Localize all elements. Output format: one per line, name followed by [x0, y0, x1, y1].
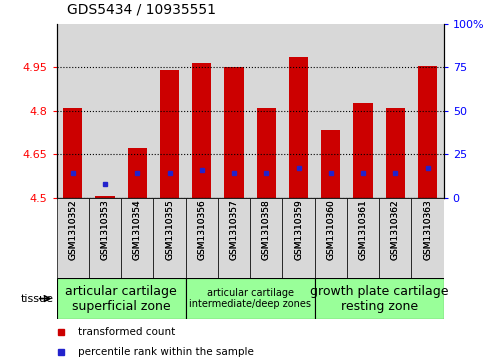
- Bar: [192, 63, 211, 198]
- Bar: [257, 108, 276, 198]
- Text: GSM1310358: GSM1310358: [262, 199, 271, 260]
- FancyBboxPatch shape: [379, 198, 412, 278]
- Bar: [224, 67, 244, 198]
- Text: GDS5434 / 10935551: GDS5434 / 10935551: [67, 2, 215, 16]
- Text: GSM1310357: GSM1310357: [230, 199, 239, 260]
- Text: transformed count: transformed count: [78, 327, 175, 337]
- Text: GSM1310352: GSM1310352: [69, 199, 77, 260]
- Bar: [282, 24, 315, 198]
- Bar: [153, 24, 186, 198]
- Bar: [57, 24, 89, 198]
- Text: GSM1310361: GSM1310361: [358, 199, 368, 260]
- Text: GSM1310358: GSM1310358: [262, 199, 271, 260]
- Bar: [160, 70, 179, 198]
- FancyBboxPatch shape: [315, 278, 444, 319]
- Bar: [63, 108, 82, 198]
- FancyBboxPatch shape: [250, 198, 282, 278]
- Bar: [186, 24, 218, 198]
- Text: GSM1310352: GSM1310352: [69, 199, 77, 260]
- Bar: [386, 108, 405, 198]
- Bar: [250, 24, 282, 198]
- FancyBboxPatch shape: [412, 198, 444, 278]
- Bar: [379, 24, 412, 198]
- Text: articular cartilage
intermediate/deep zones: articular cartilage intermediate/deep zo…: [189, 288, 311, 309]
- Bar: [218, 24, 250, 198]
- FancyBboxPatch shape: [282, 198, 315, 278]
- Text: GSM1310360: GSM1310360: [326, 199, 335, 260]
- Text: GSM1310357: GSM1310357: [230, 199, 239, 260]
- Text: GSM1310361: GSM1310361: [358, 199, 368, 260]
- Text: GSM1310356: GSM1310356: [197, 199, 207, 260]
- Text: GSM1310362: GSM1310362: [391, 199, 400, 260]
- FancyBboxPatch shape: [57, 278, 186, 319]
- Text: GSM1310355: GSM1310355: [165, 199, 174, 260]
- Bar: [315, 24, 347, 198]
- FancyBboxPatch shape: [89, 198, 121, 278]
- FancyBboxPatch shape: [315, 198, 347, 278]
- Text: growth plate cartilage
resting zone: growth plate cartilage resting zone: [310, 285, 449, 313]
- Bar: [418, 66, 437, 198]
- FancyBboxPatch shape: [186, 198, 218, 278]
- Bar: [321, 130, 341, 198]
- Bar: [89, 24, 121, 198]
- Text: GSM1310355: GSM1310355: [165, 199, 174, 260]
- Text: GSM1310354: GSM1310354: [133, 199, 142, 260]
- Bar: [128, 148, 147, 198]
- Text: GSM1310360: GSM1310360: [326, 199, 335, 260]
- Bar: [347, 24, 379, 198]
- Bar: [96, 196, 115, 198]
- Text: GSM1310363: GSM1310363: [423, 199, 432, 260]
- Bar: [121, 24, 153, 198]
- Text: GSM1310359: GSM1310359: [294, 199, 303, 260]
- Bar: [412, 24, 444, 198]
- Text: percentile rank within the sample: percentile rank within the sample: [78, 347, 254, 357]
- FancyBboxPatch shape: [347, 198, 379, 278]
- FancyBboxPatch shape: [153, 198, 186, 278]
- Bar: [289, 57, 308, 198]
- FancyBboxPatch shape: [218, 198, 250, 278]
- Text: GSM1310356: GSM1310356: [197, 199, 207, 260]
- Text: GSM1310359: GSM1310359: [294, 199, 303, 260]
- FancyBboxPatch shape: [121, 198, 153, 278]
- FancyBboxPatch shape: [57, 198, 89, 278]
- FancyBboxPatch shape: [186, 278, 315, 319]
- Text: GSM1310353: GSM1310353: [101, 199, 109, 260]
- Text: GSM1310354: GSM1310354: [133, 199, 142, 260]
- Text: articular cartilage
superficial zone: articular cartilage superficial zone: [65, 285, 177, 313]
- Bar: [353, 103, 373, 198]
- Text: tissue: tissue: [21, 294, 54, 303]
- Text: GSM1310362: GSM1310362: [391, 199, 400, 260]
- Text: GSM1310353: GSM1310353: [101, 199, 109, 260]
- Text: GSM1310363: GSM1310363: [423, 199, 432, 260]
